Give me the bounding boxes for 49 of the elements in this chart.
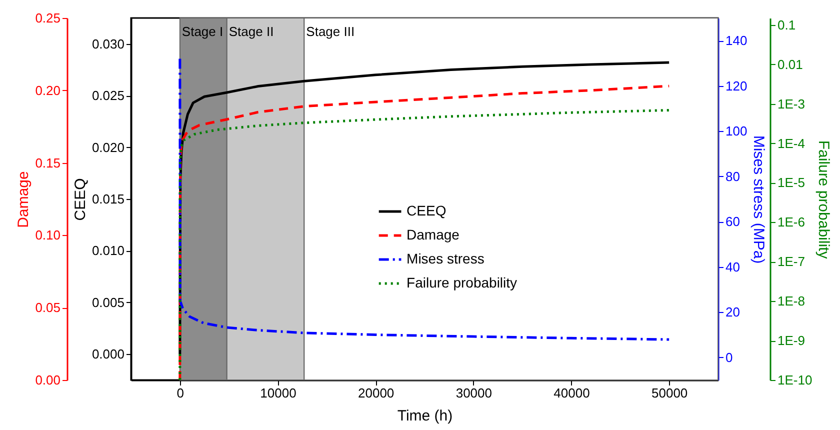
y3-tick-label: 100 bbox=[726, 124, 748, 139]
y3-tick-label: 20 bbox=[726, 304, 740, 320]
y-tick-label: 1E-9 bbox=[778, 333, 805, 348]
y-tick-label: 0.025 bbox=[92, 88, 124, 104]
legend-label: Damage bbox=[406, 226, 460, 242]
y3-axis-title: Mises stress (MPa) bbox=[750, 135, 768, 264]
y-tick-label: 0.000 bbox=[92, 346, 124, 362]
y2-tick-label: 0.15 bbox=[35, 155, 60, 170]
y-tick-label: 1E-8 bbox=[778, 294, 805, 309]
y-tick-label: 0.015 bbox=[92, 192, 124, 206]
x-tick-label: 20000 bbox=[358, 386, 394, 400]
x-axis-title: Time (h) bbox=[397, 408, 453, 424]
x-tick-label: 40000 bbox=[554, 386, 590, 400]
y-tick-label: 1E-10 bbox=[778, 372, 812, 388]
y-axis-title: CEEQ bbox=[72, 178, 89, 221]
y-tick-label: 0.1 bbox=[778, 17, 796, 32]
x-tick-label: 10000 bbox=[260, 386, 296, 400]
y2-tick-label: 0.00 bbox=[35, 372, 60, 388]
y3-tick-label: 60 bbox=[726, 214, 740, 230]
y-tick-label: 1E-6 bbox=[778, 214, 805, 230]
x-tick-label: 0 bbox=[176, 386, 184, 400]
band-label: Stage III bbox=[306, 24, 355, 39]
y-tick-label: 0.030 bbox=[92, 36, 124, 52]
y3-tick-label: 140 bbox=[726, 33, 748, 48]
x-tick-label: 30000 bbox=[456, 386, 492, 400]
y-tick-label: 1E-7 bbox=[778, 254, 805, 270]
y3-tick-label: 40 bbox=[726, 259, 740, 274]
y-tick-label: 1E-3 bbox=[778, 96, 805, 112]
legend-label: Mises stress bbox=[406, 250, 484, 266]
y2-tick-label: 0.20 bbox=[35, 82, 60, 98]
y-tick-label: 0.010 bbox=[92, 243, 124, 258]
y3-tick-label: 120 bbox=[726, 78, 748, 94]
band-label: Stage I bbox=[182, 24, 224, 39]
y-tick-label: 1E-4 bbox=[778, 136, 805, 151]
y2-axis-title: Damage bbox=[15, 171, 32, 228]
y-tick-label: 0.01 bbox=[778, 56, 803, 72]
band-label: Stage II bbox=[228, 24, 274, 39]
y2-tick-label: 0.05 bbox=[35, 300, 60, 316]
text: Failure probability bbox=[815, 140, 832, 260]
y-tick-label: 1E-5 bbox=[778, 175, 805, 190]
y2-tick-label: 0.25 bbox=[35, 10, 60, 26]
y3-tick-label: 0 bbox=[726, 350, 733, 365]
legend-label: CEEQ bbox=[406, 202, 446, 218]
text: Failure probability bbox=[406, 274, 518, 290]
y3-tick-label: 80 bbox=[726, 168, 740, 184]
y-tick-label: 0.020 bbox=[92, 140, 124, 155]
y-tick-label: 0.005 bbox=[92, 294, 124, 310]
x-tick-label: 50000 bbox=[652, 386, 688, 400]
y2-tick-label: 0.10 bbox=[35, 228, 60, 243]
